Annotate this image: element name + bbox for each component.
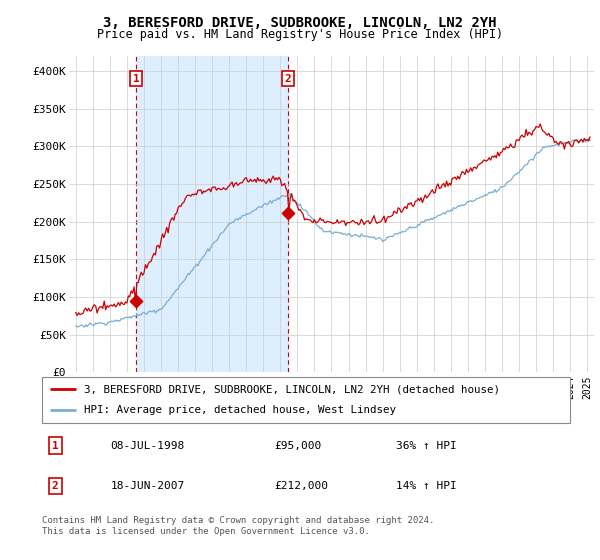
Text: 1: 1 [133,73,140,83]
Text: HPI: Average price, detached house, West Lindsey: HPI: Average price, detached house, West… [84,405,396,416]
Text: £212,000: £212,000 [274,482,328,491]
Text: 18-JUN-2007: 18-JUN-2007 [110,482,185,491]
Text: £95,000: £95,000 [274,441,322,451]
Bar [136,56,288,372]
Text: 1: 1 [52,441,59,451]
Text: 08-JUL-1998: 08-JUL-1998 [110,441,185,451]
Text: Contains HM Land Registry data © Crown copyright and database right 2024.
This d: Contains HM Land Registry data © Crown c… [42,516,434,536]
Point [283,208,293,217]
Text: 14% ↑ HPI: 14% ↑ HPI [396,482,457,491]
Text: 2: 2 [285,73,292,83]
Text: 3, BERESFORD DRIVE, SUDBROOKE, LINCOLN, LN2 2YH: 3, BERESFORD DRIVE, SUDBROOKE, LINCOLN, … [103,16,497,30]
Text: 2: 2 [52,482,59,491]
FancyBboxPatch shape [42,377,570,423]
Text: 36% ↑ HPI: 36% ↑ HPI [396,441,457,451]
Point [131,296,141,305]
Text: 3, BERESFORD DRIVE, SUDBROOKE, LINCOLN, LN2 2YH (detached house): 3, BERESFORD DRIVE, SUDBROOKE, LINCOLN, … [84,384,500,394]
Text: Price paid vs. HM Land Registry's House Price Index (HPI): Price paid vs. HM Land Registry's House … [97,28,503,41]
